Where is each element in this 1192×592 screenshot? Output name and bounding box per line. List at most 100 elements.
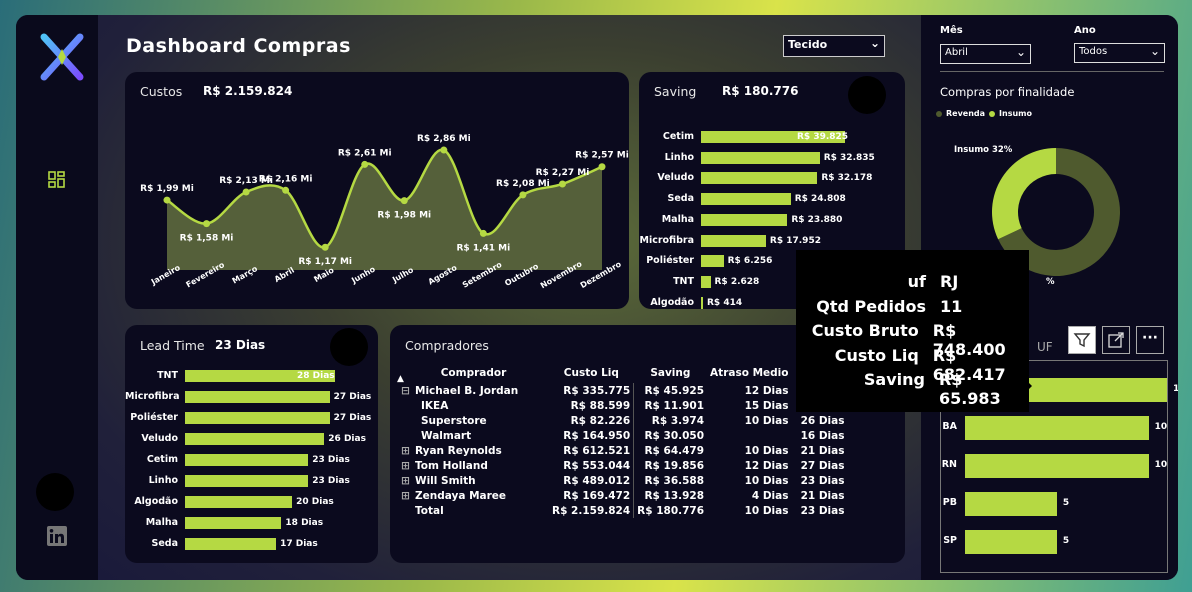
bar-category-label: TNT [157, 370, 178, 381]
chevron-down-icon: ⌄ [1149, 44, 1160, 58]
tooltip-row: uf RJ [796, 272, 1029, 297]
custos-data-label: R$ 2,86 Mi [417, 134, 471, 144]
bar-category-label: Seda [667, 193, 695, 205]
year-select[interactable]: Todos ⌄ [1074, 43, 1165, 63]
expand-row-icon[interactable]: ⊞ [401, 459, 410, 472]
custos-point[interactable] [361, 160, 369, 168]
bar-value-label: R$ 414 [707, 297, 743, 308]
custos-point[interactable] [163, 196, 171, 204]
collapse-icon[interactable]: ⊟ [401, 384, 410, 397]
saving-dot [848, 76, 886, 114]
bar-value-label: R$ 39.825 [797, 132, 849, 142]
saving-cell: R$ 13.928 [644, 489, 705, 502]
uf-value-label: 11 [1173, 384, 1178, 394]
month-select-value: Abril [945, 47, 968, 58]
bar-value-label: 23 Dias [312, 455, 350, 465]
comprador-name: Ryan Reynolds [415, 444, 502, 457]
filter-icon[interactable] [1068, 326, 1096, 354]
chevron-down-icon: ⌄ [869, 36, 880, 50]
dashboard-icon[interactable] [48, 171, 66, 189]
uf-value-label: 5 [1062, 498, 1070, 508]
fabric-select[interactable]: Tecido ⌄ [783, 35, 885, 57]
table-row[interactable]: Total R$ 2.159.824 R$ 180.776 10 Dias 23 Dia… [398, 503, 847, 518]
bar-value-label: R$ 32.178 [821, 173, 873, 184]
bar-value-label: R$ 23.880 [791, 214, 843, 225]
atraso-cell: 10 Dias [744, 414, 789, 427]
navbar [16, 15, 98, 580]
comprador-name: IKEA [421, 399, 449, 412]
comprador-cell: ⊞ Ryan Reynolds [398, 443, 549, 458]
donut-slice[interactable] [998, 148, 1120, 276]
column-header[interactable]: Atraso Medio [710, 367, 789, 379]
bar [701, 255, 724, 268]
atraso-cell: 12 Dias [744, 384, 789, 397]
lead-time-cell: 21 Dias [800, 444, 845, 457]
linkedin-icon[interactable] [47, 526, 67, 546]
month-select[interactable]: Abril ⌄ [940, 44, 1031, 64]
custos-data-label: R$ 2,57 Mi [575, 151, 629, 161]
lead-time-cell: 27 Dias [800, 459, 845, 472]
expand-row-icon[interactable]: ⊞ [401, 489, 410, 502]
custos-point[interactable] [203, 220, 211, 228]
custos-data-label: R$ 1,17 Mi [298, 257, 352, 267]
table-row[interactable]: Walmart R$ 164.950 R$ 30.050 16 Dias [398, 428, 847, 443]
bar [185, 496, 293, 508]
tooltip-label: Saving [863, 370, 925, 389]
custos-point[interactable] [400, 197, 408, 205]
custos-total: R$ 2.159.824 [203, 84, 293, 98]
tooltip-label: Qtd Pedidos [816, 296, 926, 316]
custos-point[interactable] [282, 186, 290, 194]
custos-point[interactable] [598, 163, 606, 171]
table-row[interactable]: Superstore R$ 82.226 R$ 3.974 10 Dias 26 Dia… [398, 413, 847, 428]
column-header[interactable]: Comprador [440, 367, 507, 379]
finalidade-legend: Revenda Insumo [936, 109, 1032, 118]
custo-liq-cell: R$ 553.044 [549, 458, 635, 473]
custos-title: Custos [140, 84, 183, 99]
leadtime-title: Lead Time [140, 338, 205, 353]
tooltip-row: Qtd Pedidos 11 [796, 297, 1029, 322]
bar-value-label: R$ 17.952 [769, 235, 821, 246]
custo-liq-cell: R$ 2.159.824 [549, 503, 635, 518]
legend-swatch-revenda [936, 110, 942, 117]
donut-slice[interactable] [992, 148, 1056, 240]
tooltip-row: Saving R$ 65.983 [796, 370, 1029, 408]
expand-row-icon[interactable]: ⊞ [401, 474, 410, 487]
uf-value-label: 10 [1154, 422, 1168, 432]
bar [701, 234, 766, 247]
table-row[interactable]: ⊟ Michael B. Jordan R$ 335.775 R$ 45.925 12 … [398, 383, 847, 398]
table-row[interactable]: ⊞ Ryan Reynolds R$ 612.521 R$ 64.479 10 Dias… [398, 443, 847, 458]
uf-value-label: 5 [1062, 536, 1070, 546]
custo-liq-cell: R$ 612.521 [549, 443, 635, 458]
custos-x-tick: Janeiro [149, 263, 182, 287]
tooltip-value: RJ [940, 272, 959, 291]
custos-point[interactable] [479, 229, 487, 237]
bar-value-label: R$ 32.835 [823, 152, 875, 163]
more-options-icon[interactable]: ··· [1136, 326, 1164, 354]
table-row[interactable]: ⊞ Zendaya Maree R$ 169.472 R$ 13.928 4 Dias 2… [398, 488, 847, 503]
custo-liq-cell: R$ 335.775 [549, 383, 635, 398]
bar [701, 172, 818, 185]
year-label: Ano [1074, 25, 1096, 36]
custos-point[interactable] [321, 243, 329, 251]
table-row[interactable]: ⊞ Tom Holland R$ 553.044 R$ 19.856 12 Dias 27… [398, 458, 847, 473]
bar-value-label: R$ 2.628 [714, 276, 760, 287]
expand-row-icon[interactable]: ⊞ [401, 444, 410, 457]
column-header[interactable]: Saving [650, 367, 691, 379]
custos-point[interactable] [519, 191, 527, 199]
bar-value-label: 27 Dias [333, 392, 372, 402]
atraso-cell: 10 Dias [744, 504, 789, 517]
comprador-name: Tom Holland [415, 459, 488, 472]
bar [185, 370, 335, 382]
column-header[interactable]: Custo Liq [563, 367, 619, 379]
lead-time-cell: 23 Dias [800, 504, 845, 517]
sort-arrow-icon[interactable]: ▲ [397, 374, 404, 384]
custos-point[interactable] [242, 188, 250, 196]
year-select-value: Todos [1079, 46, 1108, 57]
custos-point[interactable] [440, 146, 448, 154]
custos-point[interactable] [558, 180, 566, 188]
saving-cell: R$ 19.856 [644, 459, 705, 472]
expand-icon[interactable] [1102, 326, 1130, 354]
table-row[interactable]: ⊞ Will Smith R$ 489.012 R$ 36.588 10 Dias 23 … [398, 473, 847, 488]
